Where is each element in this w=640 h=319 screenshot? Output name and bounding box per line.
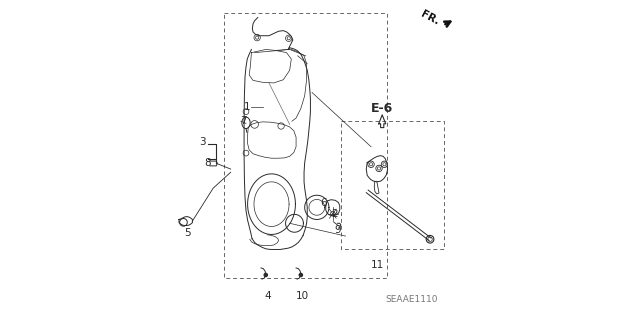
Text: 11: 11 (371, 260, 384, 270)
Text: 8: 8 (204, 158, 211, 168)
Text: E-6: E-6 (371, 102, 394, 115)
Text: 10: 10 (296, 291, 309, 301)
Text: 1: 1 (243, 102, 250, 112)
Text: 5: 5 (184, 228, 191, 238)
Text: 2: 2 (331, 209, 338, 219)
Circle shape (300, 273, 303, 277)
Text: 4: 4 (264, 291, 271, 301)
Text: 6: 6 (320, 197, 326, 208)
Text: SEAAE1110: SEAAE1110 (385, 295, 438, 304)
Circle shape (264, 273, 268, 277)
Text: 3: 3 (198, 137, 205, 147)
Text: FR.: FR. (419, 9, 440, 27)
Text: 7: 7 (240, 116, 247, 126)
Text: 9: 9 (334, 225, 341, 235)
